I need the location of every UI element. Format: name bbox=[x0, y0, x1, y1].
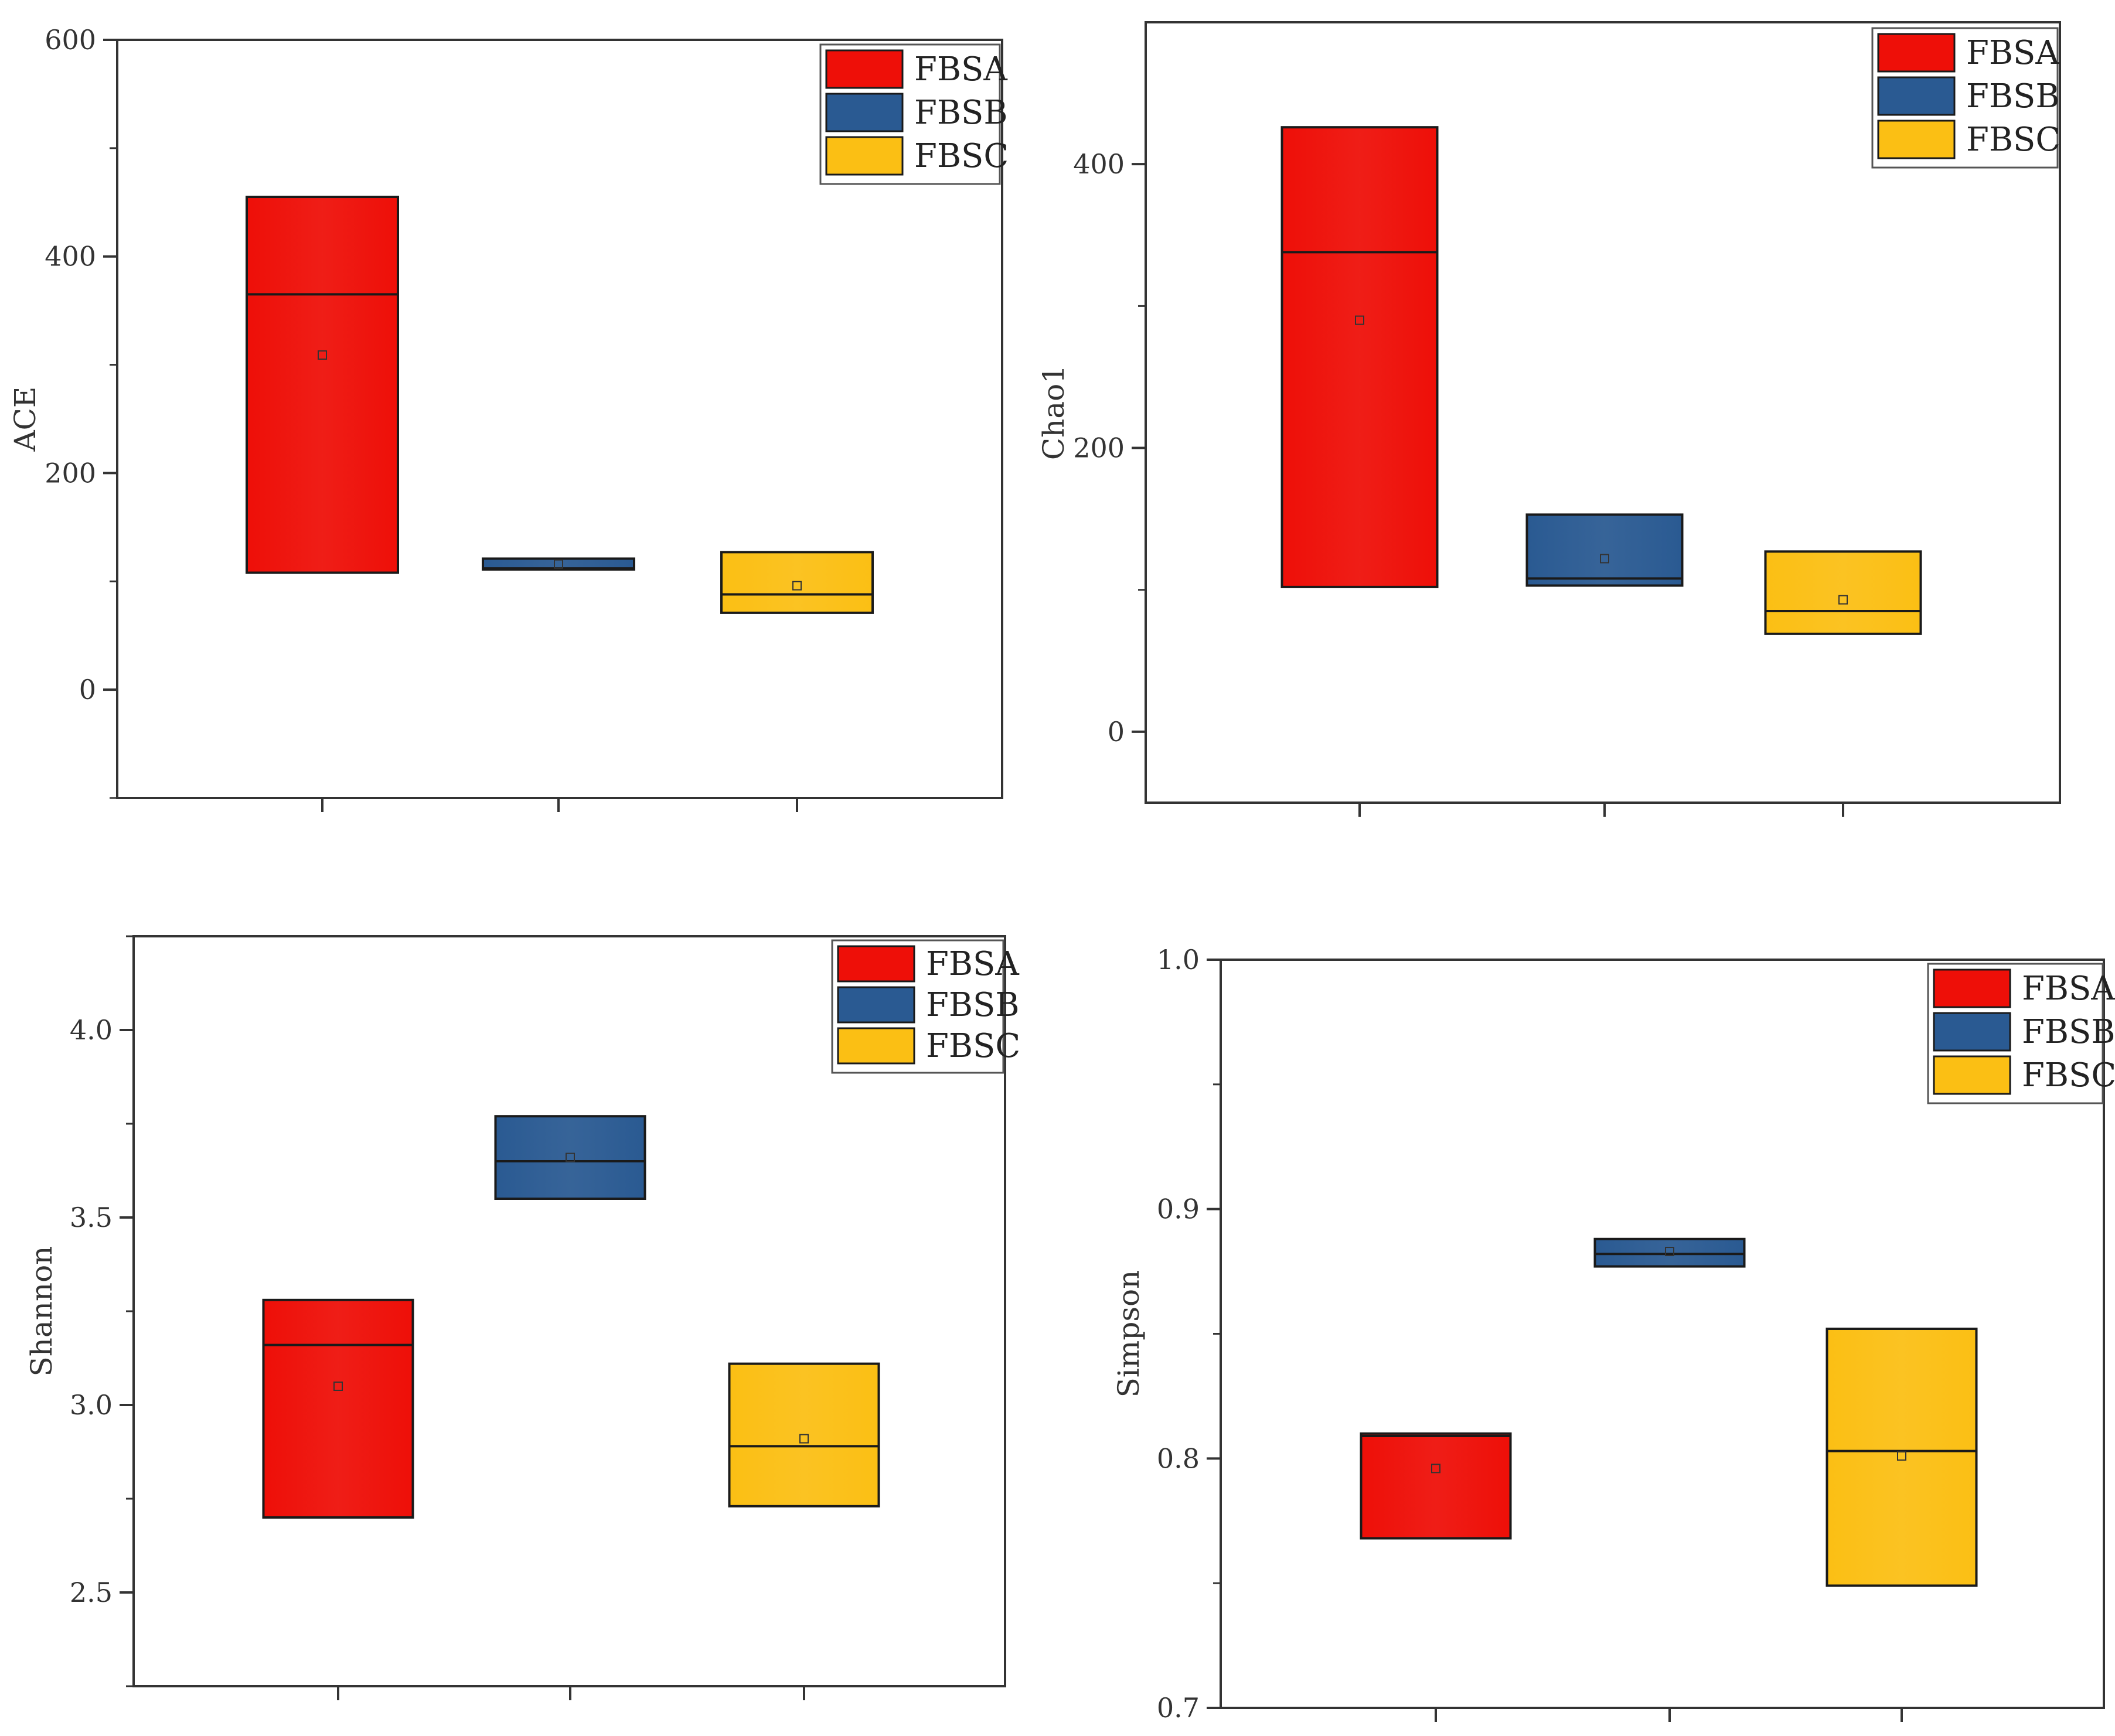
y-tick-label: 3.0 bbox=[70, 1389, 113, 1421]
mean-marker-fbsa bbox=[318, 350, 327, 360]
mean-marker-fbsb bbox=[1665, 1247, 1674, 1257]
box-fbsb bbox=[1525, 513, 1684, 587]
mean-marker-fbsc bbox=[792, 581, 802, 591]
legend-swatch-fbsc bbox=[1933, 1055, 2011, 1095]
box-fbsa bbox=[1280, 126, 1439, 588]
legend-label-fbsa: FBSA bbox=[1966, 34, 2059, 72]
legend-label-fbsb: FBSB bbox=[914, 94, 1008, 132]
legend-swatch-fbsa bbox=[825, 49, 904, 89]
mean-marker-fbsa bbox=[1431, 1464, 1440, 1474]
legend-label-fbsb: FBSB bbox=[926, 986, 1020, 1024]
y-tick-label: 400 bbox=[45, 241, 96, 272]
legend-label-fbsb: FBSB bbox=[2022, 1013, 2115, 1051]
box-fbsb bbox=[494, 1115, 646, 1200]
legend: FBSA FBSB FBSC bbox=[819, 43, 1009, 185]
y-axis-title: Chao1 bbox=[1037, 365, 1071, 460]
legend-label-fbsc: FBSC bbox=[926, 1027, 1020, 1065]
y-tick-label: 200 bbox=[45, 457, 96, 489]
chart-panel-top-right: 0 200 400 Chao1 FBSA FBSB FBSC bbox=[1037, 21, 2061, 817]
mean-marker-fbsc bbox=[1897, 1451, 1906, 1461]
legend-label-fbsa: FBSA bbox=[926, 945, 1019, 983]
y-axis-title: Shannon bbox=[25, 1246, 59, 1377]
legend-label-fbsa: FBSA bbox=[914, 50, 1007, 88]
legend-swatch-fbsb bbox=[1933, 1012, 2011, 1052]
legend-swatch-fbsc bbox=[1877, 120, 1956, 159]
y-tick-label: 1.0 bbox=[1157, 944, 1200, 976]
y-tick-label: 4.0 bbox=[70, 1014, 113, 1046]
y-tick-label: 400 bbox=[1073, 148, 1125, 180]
box-fbsa bbox=[1360, 1432, 1512, 1540]
legend-swatch-fbsa bbox=[1933, 968, 2011, 1008]
chart-panel-bottom-right: 0.7 0.8 0.9 1.0 Simpson FBSA FBSB FBSC bbox=[1112, 944, 2115, 1724]
legend-swatch-fbsc bbox=[837, 1027, 915, 1065]
legend: FBSA FBSB FBSC bbox=[1927, 963, 2115, 1104]
y-tick-label: 0 bbox=[79, 674, 96, 705]
legend-swatch-fbsb bbox=[1877, 76, 1956, 116]
plot-frame bbox=[1145, 21, 2061, 804]
y-tick-label: 200 bbox=[1073, 432, 1125, 464]
legend-label-fbsb: FBSB bbox=[1966, 77, 2060, 115]
mean-marker-fbsb bbox=[566, 1152, 575, 1162]
y-tick-label: 0.7 bbox=[1157, 1692, 1200, 1724]
legend-swatch-fbsa bbox=[1877, 33, 1956, 73]
box-fbsc bbox=[1764, 550, 1922, 635]
y-tick-label: 0.9 bbox=[1157, 1193, 1200, 1225]
box-fbsc bbox=[720, 551, 874, 614]
legend-label-fbsc: FBSC bbox=[1966, 121, 2060, 159]
mean-marker-fbsc bbox=[799, 1434, 809, 1444]
y-axis-title: Simpson bbox=[1112, 1270, 1146, 1398]
mean-marker-fbsa bbox=[1355, 315, 1364, 325]
mean-marker-fbsc bbox=[1838, 595, 1848, 605]
y-tick-label: 0 bbox=[1108, 716, 1125, 748]
y-tick-label: 2.5 bbox=[70, 1577, 113, 1608]
y-tick-label: 600 bbox=[45, 24, 96, 56]
legend: FBSA FBSB FBSC bbox=[1871, 27, 2060, 169]
legend-label-fbsa: FBSA bbox=[2022, 970, 2115, 1008]
legend-label-fbsc: FBSC bbox=[2022, 1056, 2115, 1094]
legend-swatch-fbsc bbox=[825, 136, 904, 176]
y-tick-label: 3.5 bbox=[70, 1202, 113, 1233]
chart-panel-top-left: 0 200 400 600 ACE FBSA FBSB FBSC bbox=[8, 24, 1009, 812]
box-fbsa bbox=[262, 1298, 414, 1519]
mean-marker-fbsa bbox=[333, 1382, 343, 1391]
legend-swatch-fbsb bbox=[825, 93, 904, 132]
legend-label-fbsc: FBSC bbox=[914, 137, 1009, 175]
mean-marker-fbsb bbox=[554, 559, 563, 569]
legend-swatch-fbsa bbox=[837, 945, 915, 983]
box-fbsc bbox=[1825, 1327, 1978, 1587]
y-axis-title: ACE bbox=[8, 387, 42, 452]
mean-marker-fbsb bbox=[1600, 554, 1609, 564]
legend-swatch-fbsb bbox=[837, 986, 915, 1024]
y-tick-label: 0.8 bbox=[1157, 1442, 1200, 1474]
box-fbsb bbox=[1593, 1237, 1746, 1268]
box-fbsa bbox=[246, 196, 399, 574]
